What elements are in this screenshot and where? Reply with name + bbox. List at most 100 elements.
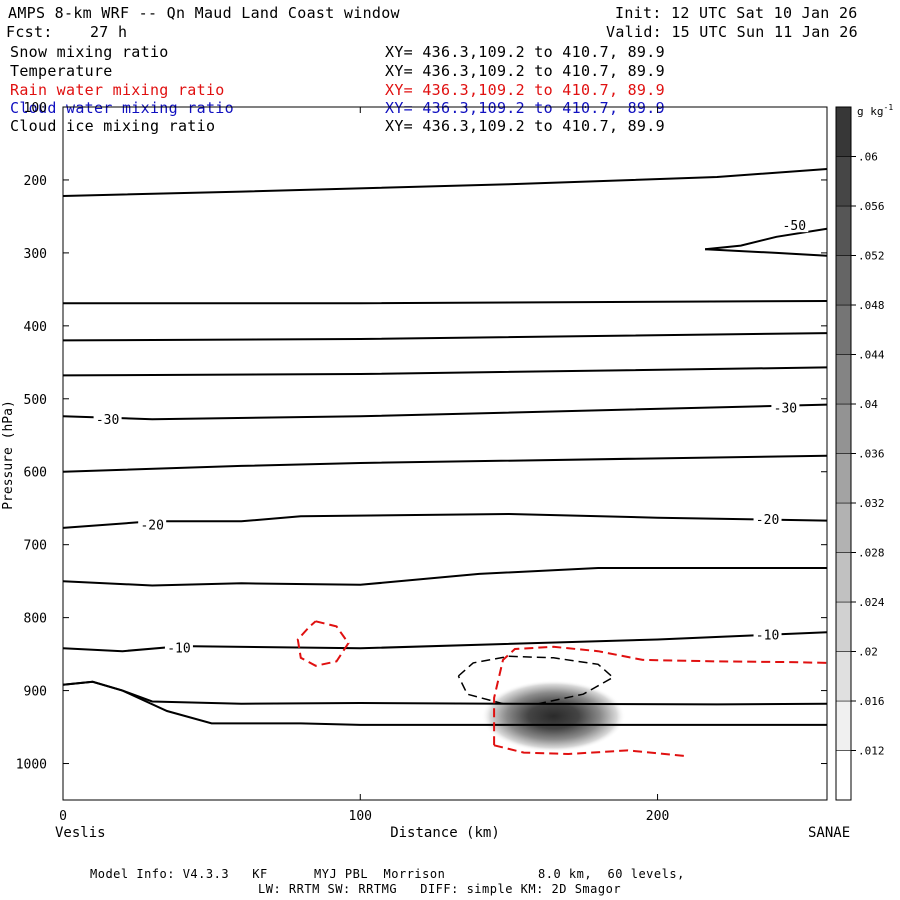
- field-name-cloud-water: Cloud water mixing ratio: [10, 99, 234, 117]
- model-info-line1: Model Info: V4.3.3 KF MYJ PBL Morrison 8…: [90, 867, 685, 881]
- field-name-snow: Snow mixing ratio: [10, 43, 169, 61]
- axes: 100 200 300 400 500 600 700 800 900 1000 0 100 200: [16, 101, 827, 824]
- temperature-contour-line: [62, 631, 828, 653]
- field-name-rain: Rain water mixing ratio: [10, 81, 225, 99]
- contour-label-bg: [164, 639, 193, 655]
- cloud-ice-contours: [457, 655, 615, 705]
- rain-water-contours: [296, 620, 828, 758]
- temperature-contour-line: [705, 248, 828, 257]
- colorbar-segment: [835, 453, 852, 504]
- temperature-contour-label: -30: [774, 402, 797, 417]
- colorbar-unit: g kg-1: [857, 103, 893, 118]
- temperature-contour-label: -50: [783, 219, 806, 234]
- colorbar-label: .024: [858, 596, 885, 609]
- temperature-contour-label: -30: [96, 413, 119, 428]
- y-tick-label: 900: [24, 685, 47, 700]
- rain-water-contour: [296, 620, 350, 667]
- rain-water-contour: [493, 744, 688, 758]
- model-info-line2: LW: RRTM SW: RRTMG DIFF: simple KM: 2D S…: [258, 882, 622, 896]
- valid-time: Valid: 15 UTC Sun 11 Jan 26: [606, 23, 858, 41]
- temperature-labels: -50 -30 -30 -20 -20 -10 -10: [93, 217, 809, 657]
- colorbar-label: .02: [858, 646, 878, 659]
- y-tick-label: 500: [24, 393, 47, 408]
- init-time: Init: 12 UTC Sat 10 Jan 26: [615, 4, 858, 22]
- temperature-contour-line: [62, 567, 827, 587]
- y-tick-label: 100: [24, 101, 47, 116]
- snow-mixing-shading: [481, 680, 626, 753]
- colorbar-segment: [835, 403, 852, 454]
- y-tick-label: 200: [24, 174, 47, 189]
- colorbar-segment: [835, 205, 852, 256]
- colorbar-segment: [835, 552, 852, 603]
- x-axis-label: Distance (km): [390, 825, 500, 841]
- temperature-contour-line: [62, 332, 828, 342]
- colorbar-label: .032: [858, 497, 885, 510]
- colorbar-segment: [835, 354, 852, 405]
- contour-label-bg: [753, 626, 782, 642]
- colorbar: .012 .016 .02 .024 .028 .032 .036 .04 .044 .048 .0…: [835, 106, 885, 801]
- colorbar-segment: [835, 502, 852, 553]
- contour-label-bg: [93, 411, 122, 427]
- temperature-contour-line: [63, 300, 828, 305]
- temperature-contour-label: -10: [756, 628, 779, 643]
- temperature-contour-line: [62, 366, 828, 377]
- temperature-contour-line: [62, 454, 828, 473]
- plot-frame: [62, 106, 828, 801]
- contour-label-bg: [771, 399, 800, 415]
- colorbar-label: .012: [858, 745, 885, 758]
- y-tick-label: 1000: [16, 758, 47, 773]
- x-left-endpoint: Veslis: [55, 825, 106, 841]
- rain-water-contour: [493, 645, 828, 746]
- snow-maximum-blob: [481, 680, 626, 753]
- colorbar-segment: [835, 651, 852, 702]
- field-xy-rain: XY= 436.3,109.2 to 410.7, 89.9: [385, 81, 665, 99]
- colorbar-label: .06: [858, 151, 878, 164]
- field-xy-temperature: XY= 436.3,109.2 to 410.7, 89.9: [385, 62, 665, 80]
- contour-label-bg: [138, 516, 167, 532]
- colorbar-label: .04: [858, 398, 878, 411]
- colorbar-label: .048: [858, 299, 885, 312]
- y-tick-label: 800: [24, 612, 47, 627]
- temperature-contour-line: [62, 403, 828, 421]
- colorbar-segment: [835, 156, 852, 207]
- temperature-contour-label: -20: [756, 513, 779, 528]
- colorbar-label: .016: [858, 695, 885, 708]
- colorbar-segment: [835, 255, 852, 306]
- colorbar-label: .052: [858, 250, 885, 263]
- temperature-contour-line: [62, 168, 828, 197]
- field-xy-snow: XY= 436.3,109.2 to 410.7, 89.9: [385, 43, 665, 61]
- colorbar-segment: [835, 106, 852, 157]
- y-tick-label: 600: [24, 466, 47, 481]
- cloud-ice-contour: [457, 655, 615, 705]
- contour-label-bg: [780, 217, 809, 233]
- x-tick-label: 0: [59, 809, 67, 824]
- colorbar-label: .056: [858, 200, 885, 213]
- temperature-contour-line: [62, 680, 828, 706]
- colorbar-segment: [835, 700, 852, 751]
- y-tick-label: 300: [24, 247, 47, 262]
- y-tick-label: 700: [24, 539, 47, 554]
- x-tick-label: 200: [646, 809, 669, 824]
- temperature-contour-line: [704, 227, 828, 251]
- temperature-contour-label: -10: [167, 642, 190, 657]
- y-tick-label: 400: [24, 320, 47, 335]
- field-xy-cloud-water: XY= 436.3,109.2 to 410.7, 89.9: [385, 99, 665, 117]
- colorbar-segment: [835, 750, 852, 801]
- colorbar-label: .036: [858, 448, 885, 461]
- colorbar-segment: [835, 304, 852, 355]
- forecast-hour: Fcst: 27 h: [6, 23, 128, 41]
- y-axis-label: Pressure (hPa): [1, 400, 16, 510]
- x-right-endpoint: SANAE: [808, 825, 850, 841]
- chart-title: AMPS 8-km WRF -- Qn Maud Land Coast wind…: [8, 4, 400, 22]
- field-name-cloud-ice: Cloud ice mixing ratio: [10, 117, 216, 135]
- colorbar-label: .044: [858, 349, 885, 362]
- field-xy-cloud-ice: XY= 436.3,109.2 to 410.7, 89.9: [385, 117, 665, 135]
- temperature-contour-line: [62, 512, 828, 529]
- field-name-temperature: Temperature: [10, 62, 113, 80]
- x-tick-label: 100: [349, 809, 372, 824]
- colorbar-segment: [835, 601, 852, 652]
- temperature-contour-label: -20: [140, 518, 163, 533]
- colorbar-label: .028: [858, 547, 885, 560]
- contour-label-bg: [753, 511, 782, 527]
